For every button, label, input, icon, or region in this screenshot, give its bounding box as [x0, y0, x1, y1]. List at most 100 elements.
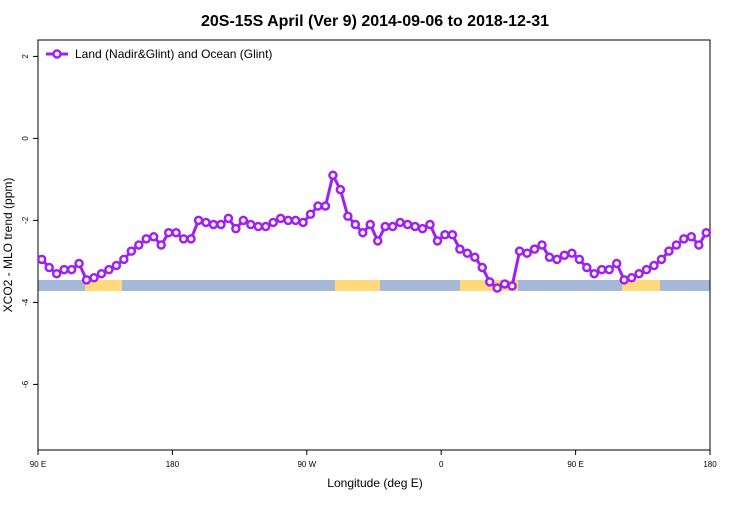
plot-frame: [37, 39, 711, 451]
point: [484, 277, 495, 287]
x-tick-label: 180: [166, 460, 180, 469]
point: [567, 248, 577, 258]
y-tick-label: 2: [21, 54, 30, 59]
point: [552, 254, 562, 265]
point: [529, 244, 540, 254]
y-tick-label: 0: [21, 136, 30, 141]
point: [350, 219, 361, 230]
point: [387, 221, 398, 232]
point: [582, 262, 592, 273]
point: [246, 219, 256, 230]
point: [171, 227, 181, 238]
point: [335, 184, 346, 195]
point: [111, 260, 122, 271]
point: [626, 273, 637, 283]
point: [320, 201, 331, 211]
point: [193, 215, 204, 226]
point: [59, 264, 69, 275]
x-tick-label: 90 W: [297, 460, 316, 469]
point: [275, 213, 286, 224]
y-tick-label: -2: [21, 216, 30, 224]
point: [410, 221, 420, 232]
x-tick-label: 0: [439, 460, 444, 469]
point: [395, 217, 405, 228]
point: [462, 248, 473, 258]
point: [596, 264, 607, 275]
point: [148, 232, 159, 242]
point: [216, 219, 226, 230]
point: [499, 279, 510, 289]
point: [231, 223, 241, 234]
surface-band: [38, 280, 710, 291]
point: [156, 240, 166, 250]
point: [492, 283, 502, 293]
point: [343, 211, 353, 222]
point: [679, 234, 689, 244]
point: [238, 215, 249, 226]
x-tick-label: 180: [703, 460, 717, 469]
point: [477, 262, 488, 273]
point: [589, 268, 600, 279]
point: [223, 213, 234, 224]
legend-label: Land (Nadir&Glint) and Ocean (Glint): [75, 47, 272, 61]
point: [365, 219, 376, 230]
point: [36, 254, 47, 265]
point: [305, 209, 316, 219]
point: [290, 215, 301, 226]
point: [119, 254, 129, 265]
point: [544, 252, 555, 263]
point: [522, 248, 532, 258]
point: [163, 227, 174, 238]
point: [44, 262, 54, 273]
point: [514, 246, 525, 256]
point: [402, 219, 413, 230]
point: [559, 250, 570, 260]
point: [611, 258, 622, 269]
point: [268, 217, 278, 228]
point: [81, 275, 92, 285]
point: [358, 227, 368, 238]
y-tick-label: -6: [21, 380, 30, 388]
chart-title: 20S-15S April (Ver 9) 2014-09-06 to 2018…: [201, 13, 549, 30]
point: [649, 260, 659, 271]
point: [455, 244, 465, 254]
point: [141, 234, 152, 244]
point: [313, 201, 323, 211]
point: [96, 268, 107, 279]
point: [634, 268, 644, 279]
point: [440, 230, 450, 240]
point: [89, 273, 99, 283]
point: [208, 219, 219, 230]
point: [417, 223, 428, 234]
point: [470, 252, 480, 263]
point: [686, 232, 697, 242]
point: [694, 240, 704, 250]
x-tick-label: 90 E: [567, 460, 583, 469]
point: [656, 254, 667, 265]
point: [425, 219, 435, 230]
point: [298, 217, 308, 228]
point: [641, 264, 652, 275]
point: [604, 264, 614, 275]
point: [186, 234, 196, 244]
point: [74, 258, 84, 269]
point: [253, 221, 264, 232]
point: [104, 264, 114, 275]
point: [447, 230, 458, 240]
point: [328, 170, 338, 181]
point: [126, 246, 137, 256]
point: [201, 217, 211, 228]
point: [380, 221, 390, 232]
point: [51, 268, 62, 279]
point: [432, 236, 443, 246]
point: [574, 254, 585, 265]
point: [619, 275, 629, 285]
point: [134, 240, 144, 250]
point: [507, 281, 517, 291]
point: [372, 236, 383, 246]
y-tick-label: -4: [21, 298, 30, 306]
x-tick-label: 90 E: [30, 460, 46, 469]
point: [537, 240, 547, 250]
point: [178, 234, 189, 244]
